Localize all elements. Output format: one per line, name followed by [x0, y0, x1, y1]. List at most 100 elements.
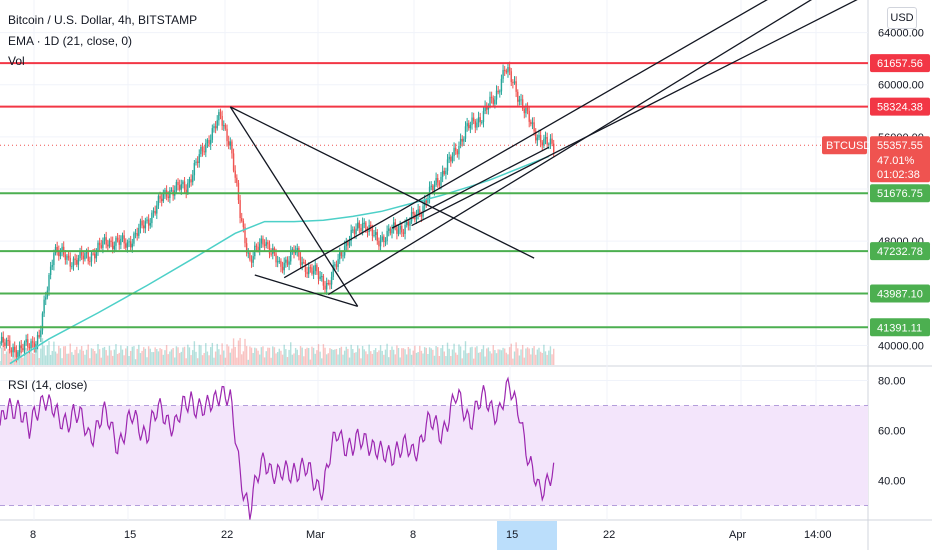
candle-body	[425, 200, 427, 203]
volume-bar	[46, 345, 49, 365]
candle-body	[492, 98, 494, 105]
candle-body	[468, 123, 470, 129]
volume-bar	[128, 356, 130, 365]
volume-bar	[353, 352, 356, 365]
candle-body	[250, 259, 253, 263]
volume-bar	[283, 344, 285, 365]
candle-body	[321, 276, 323, 278]
volume-bar	[232, 338, 235, 365]
volume-bar	[77, 353, 80, 365]
candle-body	[386, 230, 388, 242]
volume-bar	[428, 347, 431, 365]
volume-bar	[340, 346, 343, 365]
candle-body	[143, 225, 145, 229]
volume-bar	[152, 352, 155, 365]
volume-bar	[226, 344, 228, 365]
volume-bar	[250, 347, 253, 365]
candle-body	[192, 175, 194, 183]
ema-line	[9, 155, 550, 365]
candle-body	[116, 237, 119, 241]
candle-body	[291, 249, 294, 251]
candle-body	[79, 250, 81, 259]
volume-bar	[22, 357, 24, 365]
volume-bar	[477, 352, 480, 365]
candle-body	[281, 266, 284, 271]
candle-body	[461, 138, 463, 142]
candle-body	[231, 141, 233, 154]
volume-bar	[82, 350, 84, 365]
candle-body	[263, 244, 266, 246]
x-tick-highlight	[497, 521, 557, 550]
candle-body	[294, 251, 297, 254]
candle-body	[410, 211, 413, 222]
candle-body	[316, 265, 318, 272]
currency-button[interactable]: USD	[887, 7, 917, 29]
candle-body	[489, 96, 491, 107]
volume-bar	[262, 346, 264, 365]
volume-bar	[456, 354, 459, 365]
candle-body	[422, 206, 424, 217]
candle-body	[190, 179, 192, 183]
volume-bar	[489, 351, 491, 365]
candle-body	[512, 82, 514, 84]
volume-bar	[404, 349, 406, 365]
candle-body	[195, 161, 197, 164]
candle-body	[314, 265, 316, 271]
volume-bar	[59, 348, 62, 365]
candle-body	[549, 138, 552, 145]
candle-body	[325, 282, 328, 290]
candle-body	[330, 276, 333, 285]
candle-body	[234, 170, 236, 178]
volume-bar	[239, 337, 241, 365]
candle-body	[205, 143, 207, 153]
candle-body	[241, 217, 243, 222]
candle-body	[546, 137, 548, 145]
candle-body	[515, 81, 517, 92]
volume-bar	[159, 348, 161, 365]
candle-body	[335, 264, 338, 268]
candle-body	[159, 196, 161, 199]
candle-body	[518, 99, 521, 102]
candle-body	[469, 125, 472, 129]
volume-bar	[79, 349, 81, 365]
horizontal-levels[interactable]	[0, 62, 868, 329]
volume-bar	[48, 341, 50, 365]
volume-bar	[406, 354, 408, 365]
candle-body	[100, 245, 102, 248]
volume-bar	[309, 359, 312, 365]
volume-bar	[464, 341, 467, 365]
volume-bar	[448, 348, 450, 365]
volume-bar	[463, 350, 465, 365]
volume-bar	[218, 349, 220, 365]
volume-bar	[526, 347, 529, 365]
volume-bar	[508, 347, 511, 365]
volume-bar	[30, 344, 32, 365]
volume-bar	[366, 354, 369, 365]
volume-bar	[482, 345, 485, 365]
volume-bar	[257, 350, 259, 365]
candle-body	[255, 245, 258, 247]
volume-bar	[325, 354, 328, 365]
volume-bar	[151, 352, 153, 365]
x-tick-label: 14:00	[804, 529, 832, 541]
candle-body	[407, 221, 410, 226]
volume-bar	[422, 353, 424, 365]
volume-bar	[350, 344, 352, 365]
candle-body	[430, 185, 432, 187]
candle-body	[477, 117, 480, 123]
candle-body	[420, 214, 423, 217]
volume-bar	[195, 351, 197, 365]
candle-body	[528, 110, 530, 122]
price-labels: 61657.56 58324.38 51676.75 47232.78 43987.10…	[822, 54, 930, 337]
volume-bar	[474, 347, 476, 365]
candle-body	[61, 246, 63, 251]
trend-lines[interactable]	[229, 0, 882, 307]
volume-bar	[417, 352, 419, 365]
volume-bar	[156, 348, 158, 365]
volume-bar	[314, 353, 316, 365]
candle-body	[267, 242, 269, 245]
volume-bar	[528, 348, 530, 365]
volume-bar	[371, 353, 374, 365]
candle-body	[31, 341, 34, 343]
